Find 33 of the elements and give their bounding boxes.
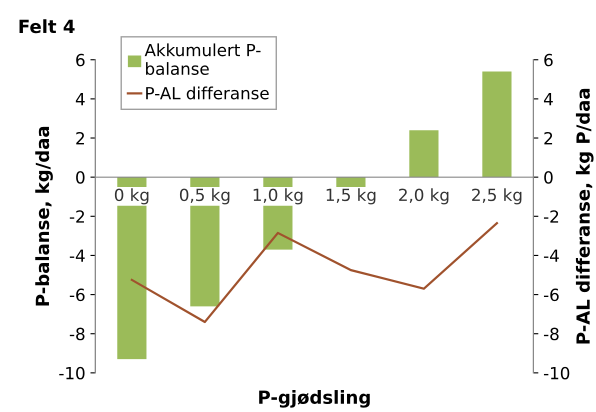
y2-tick-label: -10 <box>544 366 570 380</box>
y-tick-label: 2 <box>76 132 84 144</box>
y-tick-label: 6 <box>76 54 85 66</box>
y2-tick-label: -6 <box>544 288 559 302</box>
line-series <box>130 222 498 324</box>
bar <box>482 71 512 178</box>
x-tick-label: 0,5 kg <box>180 188 230 204</box>
y2-tick-label: -8 <box>544 328 559 340</box>
y-tick-label: -4 <box>70 250 85 262</box>
x-tick-label: 1,5 kg <box>326 188 376 204</box>
chart-title: Felt 4 <box>20 19 75 34</box>
legend-label: Akkumulert P- balanse <box>144 43 261 75</box>
bar <box>409 130 439 178</box>
y2-tick-label: 2 <box>544 132 552 144</box>
y2-tick-label: 6 <box>544 54 553 66</box>
y2-axis-title: P-AL differanse, kg P/daa <box>576 88 594 344</box>
y-tick-label: -8 <box>70 328 84 340</box>
y2-tick-label: -2 <box>544 210 558 223</box>
y-tick-label: -10 <box>59 366 85 380</box>
y-tick-label: 4 <box>76 93 85 106</box>
y2-tick-label: 0 <box>544 171 553 184</box>
y2-tick-label: 4 <box>544 93 553 106</box>
x-tick-label: 1,0 kg <box>254 188 302 204</box>
y-tick-label: -6 <box>70 288 85 302</box>
legend-label: P-AL differanse <box>146 86 269 100</box>
x-tick-label: 0 kg <box>114 188 148 204</box>
x-axis-title: P-gjødsling <box>259 390 370 408</box>
y-tick-label: -2 <box>70 210 84 223</box>
y2-tick-label: -4 <box>544 250 559 262</box>
x-tick-label: 2,0 kg <box>399 188 448 204</box>
y-tick-label: 0 <box>76 171 85 184</box>
x-tick-label: 2,5 kg <box>472 188 522 204</box>
y-axis-title: P-balanse, kg/daa <box>35 126 53 306</box>
